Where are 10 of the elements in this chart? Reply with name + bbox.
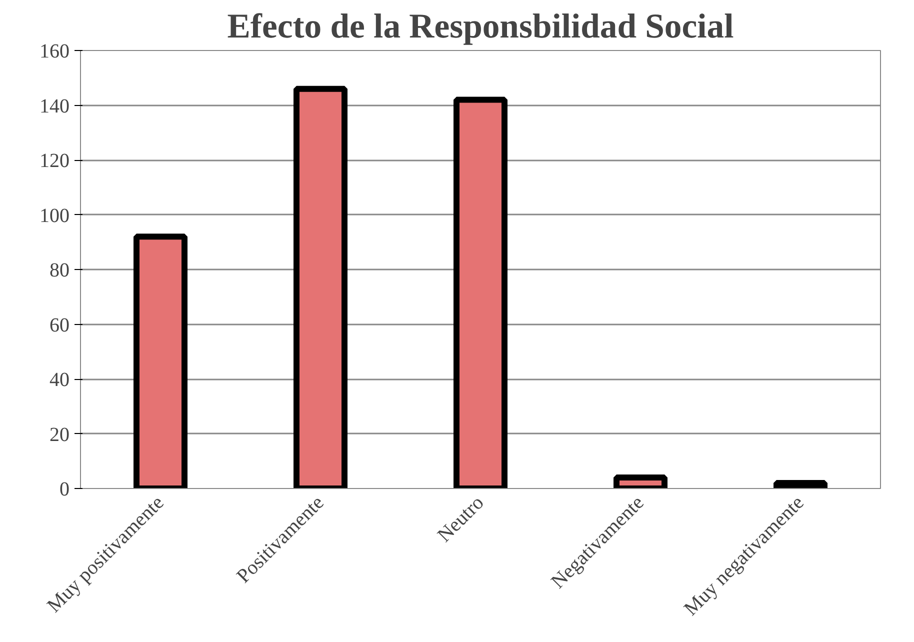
y-tick-label: 140 [40,95,70,118]
y-tick-label: 60 [50,314,70,336]
y-tick-label: 120 [40,150,70,172]
y-tick-label: 40 [50,369,70,391]
chart-title: Efecto de la Responsbilidad Social [227,8,734,46]
y-tick-label: 160 [40,40,70,62]
y-tick-label: 20 [50,424,70,446]
y-tick-label: 0 [60,478,70,500]
y-tick-label: 100 [40,204,70,227]
y-tick-label: 80 [50,260,70,282]
